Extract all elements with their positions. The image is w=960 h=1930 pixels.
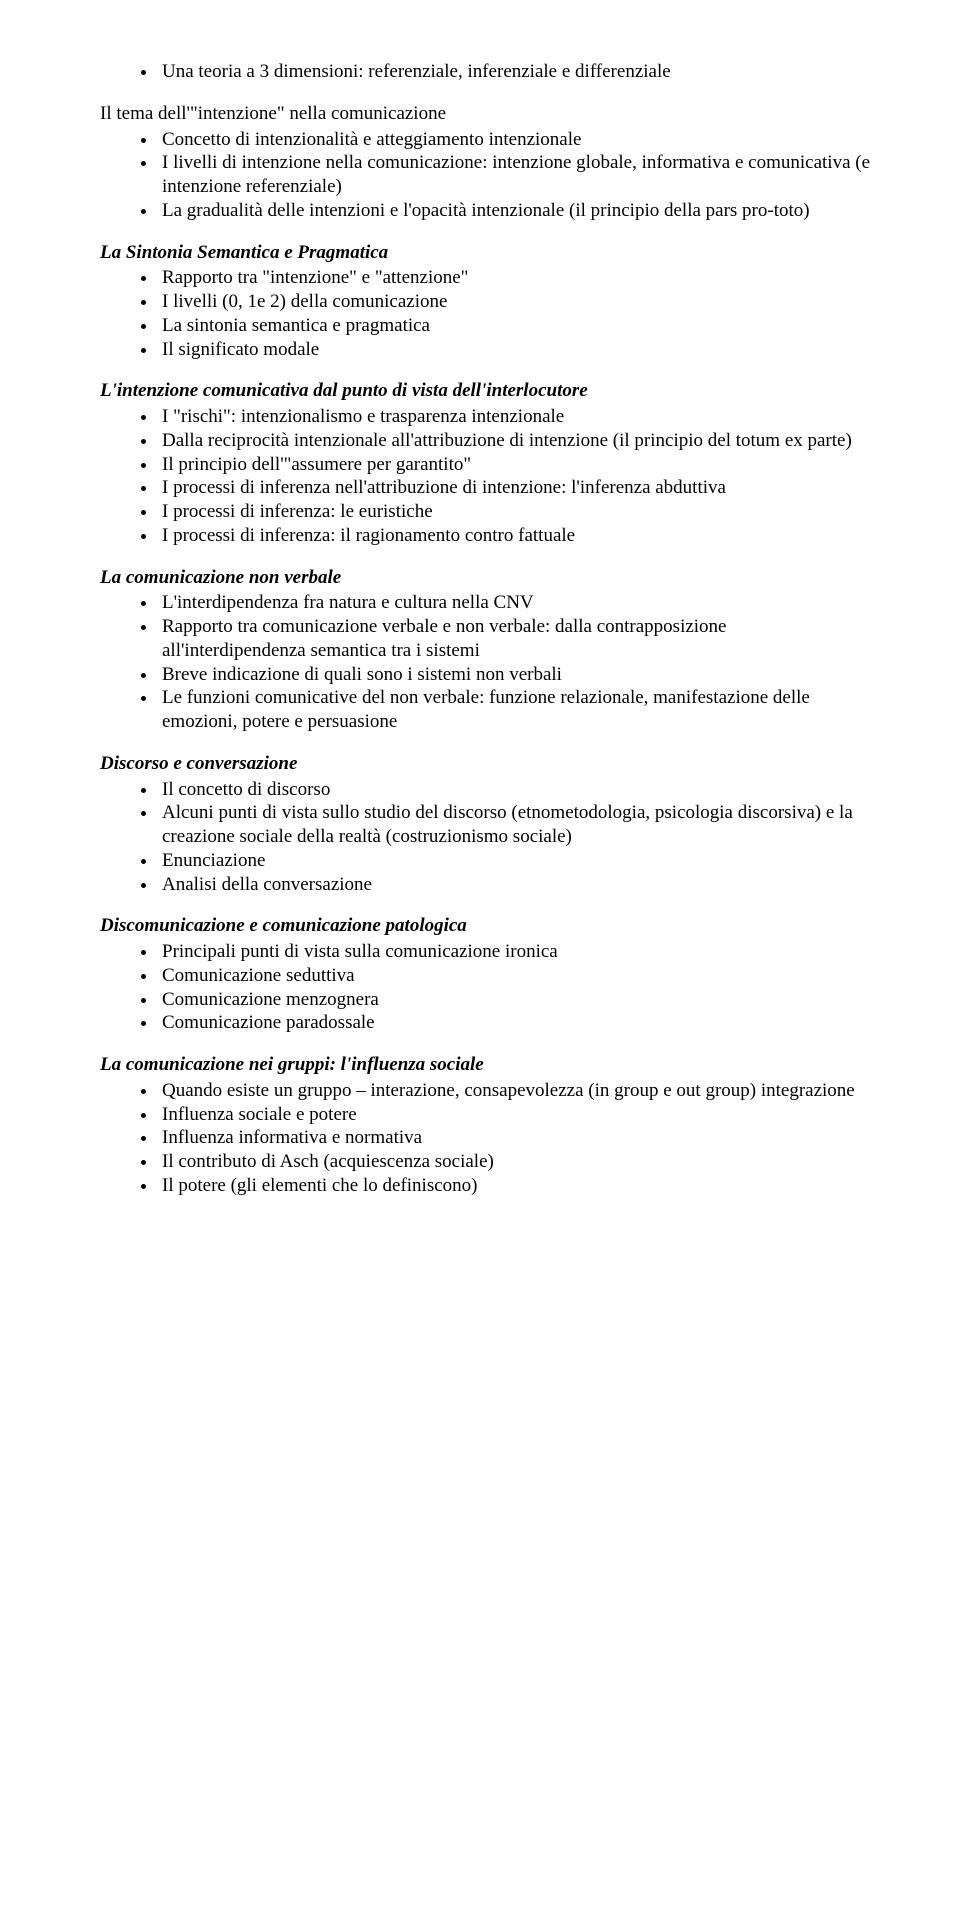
section-discomunicazione: Discomunicazione e comunicazione patolog… <box>100 914 870 1035</box>
list-item: Influenza informativa e normativa <box>158 1126 870 1150</box>
list-item: I processi di inferenza: il ragionamento… <box>158 524 870 548</box>
section-heading: Discorso e conversazione <box>100 752 870 776</box>
bullet-list: Concetto di intenzionalità e atteggiamen… <box>100 128 870 223</box>
list-item: Concetto di intenzionalità e atteggiamen… <box>158 128 870 152</box>
section-discorso: Discorso e conversazione Il concetto di … <box>100 752 870 897</box>
section-subheading: Il tema dell'"intenzione" nella comunica… <box>100 102 870 126</box>
section-heading: Discomunicazione e comunicazione patolog… <box>100 914 870 938</box>
list-item: Rapporto tra "intenzione" e "attenzione" <box>158 266 870 290</box>
list-item: Il concetto di discorso <box>158 778 870 802</box>
list-item: Il contributo di Asch (acquiescenza soci… <box>158 1150 870 1174</box>
list-item: Il significato modale <box>158 338 870 362</box>
list-item: Influenza sociale e potere <box>158 1103 870 1127</box>
list-item: L'interdipendenza fra natura e cultura n… <box>158 591 870 615</box>
list-item: La sintonia semantica e pragmatica <box>158 314 870 338</box>
list-item: Breve indicazione di quali sono i sistem… <box>158 663 870 687</box>
section-sintonia: La Sintonia Semantica e Pragmatica Rappo… <box>100 241 870 362</box>
list-item: I livelli (0, 1e 2) della comunicazione <box>158 290 870 314</box>
list-item: Il potere (gli elementi che lo definisco… <box>158 1174 870 1198</box>
list-item: Rapporto tra comunicazione verbale e non… <box>158 615 870 663</box>
bullet-list: Il concetto di discorso Alcuni punti di … <box>100 778 870 897</box>
list-item: Le funzioni comunicative del non verbale… <box>158 686 870 734</box>
section-heading: La comunicazione nei gruppi: l'influenza… <box>100 1053 870 1077</box>
list-item: Comunicazione menzognera <box>158 988 870 1012</box>
list-item: Il principio dell'"assumere per garantit… <box>158 453 870 477</box>
bullet-list: Principali punti di vista sulla comunica… <box>100 940 870 1035</box>
bullet-list: Rapporto tra "intenzione" e "attenzione"… <box>100 266 870 361</box>
section-heading: La Sintonia Semantica e Pragmatica <box>100 241 870 265</box>
list-item: Analisi della conversazione <box>158 873 870 897</box>
section-intenzione: Il tema dell'"intenzione" nella comunica… <box>100 102 870 223</box>
section-non-verbale: La comunicazione non verbale L'interdipe… <box>100 566 870 734</box>
bullet-list: I "rischi": intenzionalismo e trasparenz… <box>100 405 870 548</box>
list-item: I livelli di intenzione nella comunicazi… <box>158 151 870 199</box>
list-item: Comunicazione seduttiva <box>158 964 870 988</box>
bullet-list: Quando esiste un gruppo – interazione, c… <box>100 1079 870 1198</box>
list-item: I processi di inferenza: le euristiche <box>158 500 870 524</box>
list-item: Una teoria a 3 dimensioni: referenziale,… <box>158 60 870 84</box>
list-item: Dalla reciprocità intenzionale all'attri… <box>158 429 870 453</box>
list-item: I "rischi": intenzionalismo e trasparenz… <box>158 405 870 429</box>
list-item: Enunciazione <box>158 849 870 873</box>
section-heading: La comunicazione non verbale <box>100 566 870 590</box>
list-item: Quando esiste un gruppo – interazione, c… <box>158 1079 870 1103</box>
list-item: Alcuni punti di vista sullo studio del d… <box>158 801 870 849</box>
list-item: Principali punti di vista sulla comunica… <box>158 940 870 964</box>
list-item: La gradualità delle intenzioni e l'opaci… <box>158 199 870 223</box>
section-interlocutore: L'intenzione comunicativa dal punto di v… <box>100 379 870 547</box>
section-heading: L'intenzione comunicativa dal punto di v… <box>100 379 870 403</box>
section-gruppi: La comunicazione nei gruppi: l'influenza… <box>100 1053 870 1198</box>
list-item: I processi di inferenza nell'attribuzion… <box>158 476 870 500</box>
list-item: Comunicazione paradossale <box>158 1011 870 1035</box>
top-list: Una teoria a 3 dimensioni: referenziale,… <box>100 60 870 84</box>
bullet-list: L'interdipendenza fra natura e cultura n… <box>100 591 870 734</box>
